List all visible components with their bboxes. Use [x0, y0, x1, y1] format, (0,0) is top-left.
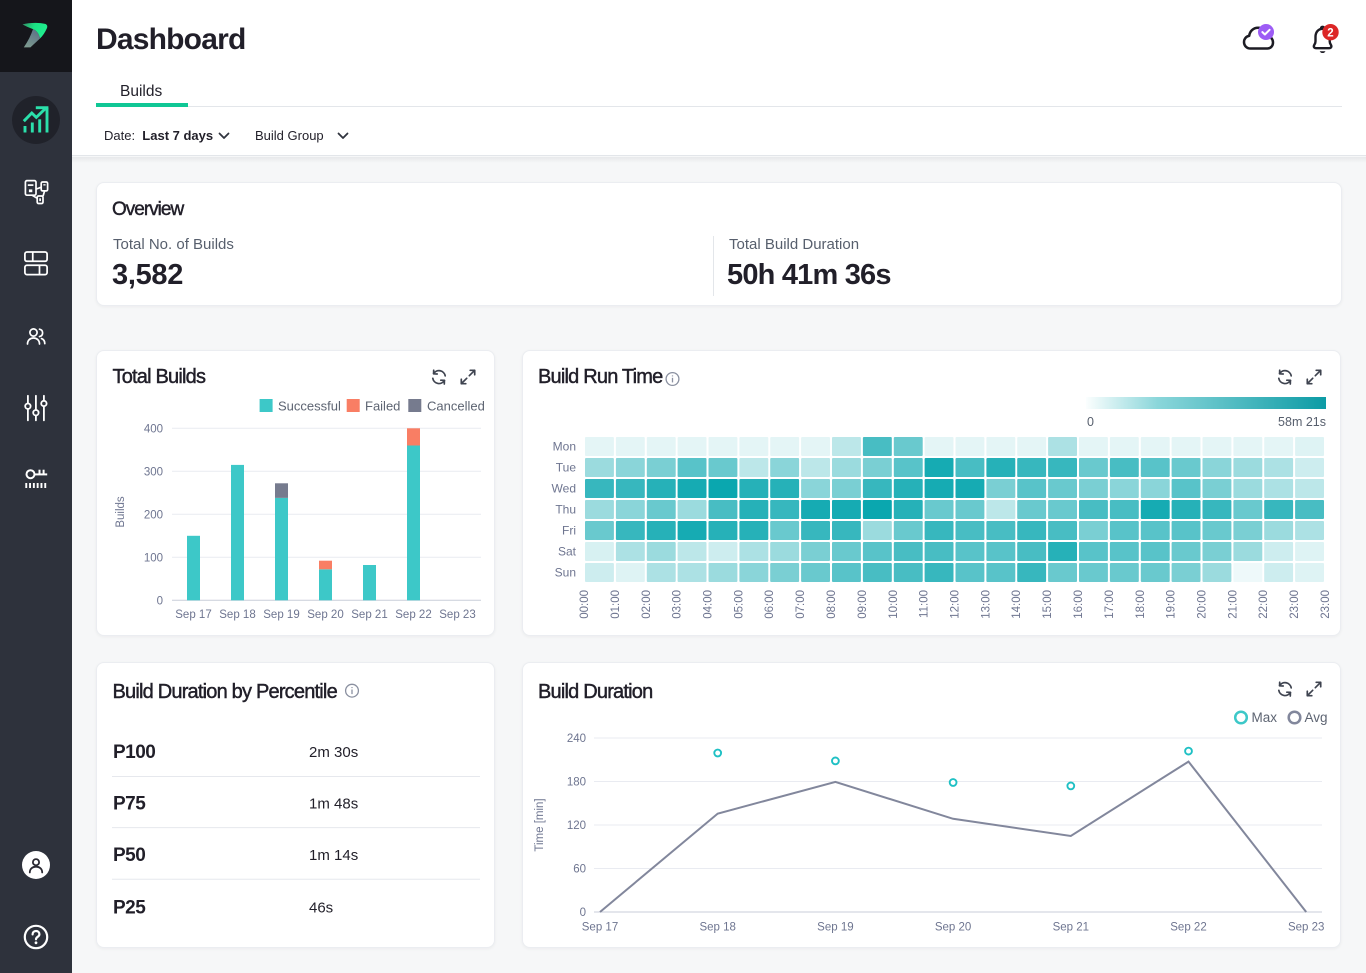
svg-text:Sep 23: Sep 23 — [1288, 922, 1324, 934]
svg-text:03:00: 03:00 — [672, 590, 684, 619]
svg-text:Build Duration by Percentile: Build Duration by Percentile — [113, 681, 338, 703]
svg-text:04:00: 04:00 — [703, 590, 715, 619]
svg-text:13:00: 13:00 — [980, 590, 992, 619]
svg-text:20:00: 20:00 — [1197, 590, 1209, 619]
svg-text:1m 48s: 1m 48s — [309, 796, 358, 813]
svg-text:Max: Max — [1252, 710, 1278, 725]
svg-text:Successful: Successful — [278, 399, 341, 414]
svg-text:0: 0 — [580, 907, 586, 919]
svg-text:Sun: Sun — [555, 566, 576, 580]
svg-text:Sep 20: Sep 20 — [935, 922, 971, 934]
svg-text:P100: P100 — [113, 742, 155, 763]
svg-text:12:00: 12:00 — [950, 590, 962, 619]
svg-text:08:00: 08:00 — [826, 590, 838, 619]
svg-text:17:00: 17:00 — [1104, 590, 1116, 619]
svg-text:14:00: 14:00 — [1011, 590, 1023, 619]
svg-text:0: 0 — [1087, 415, 1094, 429]
svg-text:2: 2 — [1327, 27, 1333, 39]
svg-text:Sep 23: Sep 23 — [439, 609, 475, 621]
svg-text:Time [min]: Time [min] — [534, 798, 546, 851]
svg-text:Wed: Wed — [552, 482, 576, 496]
svg-text:Builds: Builds — [115, 496, 127, 528]
svg-text:09:00: 09:00 — [857, 590, 869, 619]
svg-text:60: 60 — [573, 864, 586, 876]
svg-text:05:00: 05:00 — [733, 590, 745, 619]
svg-text:06:00: 06:00 — [764, 590, 776, 619]
svg-text:Sep 18: Sep 18 — [699, 922, 735, 934]
svg-text:Cancelled: Cancelled — [427, 399, 485, 414]
svg-text:1m 14s: 1m 14s — [309, 847, 358, 864]
svg-text:2m 30s: 2m 30s — [309, 744, 358, 761]
svg-text:Sep 18: Sep 18 — [219, 609, 255, 621]
svg-text:100: 100 — [144, 552, 163, 564]
svg-text:Sep 19: Sep 19 — [263, 609, 299, 621]
svg-text:22:00: 22:00 — [1258, 590, 1270, 619]
svg-text:0: 0 — [157, 595, 163, 607]
svg-text:Tue: Tue — [556, 461, 577, 475]
svg-text:Total Builds: Total Builds — [113, 366, 206, 388]
svg-text:Fri: Fri — [562, 524, 576, 538]
svg-text:Avg: Avg — [1305, 710, 1328, 725]
svg-text:240: 240 — [567, 733, 586, 745]
svg-text:58m 21s: 58m 21s — [1278, 415, 1326, 429]
svg-text:18:00: 18:00 — [1135, 590, 1147, 619]
svg-text:300: 300 — [144, 466, 163, 478]
svg-text:Sep 20: Sep 20 — [307, 609, 343, 621]
svg-text:P50: P50 — [113, 845, 145, 866]
svg-text:Build Duration: Build Duration — [538, 681, 652, 703]
svg-text:15:00: 15:00 — [1042, 590, 1054, 619]
svg-text:19:00: 19:00 — [1166, 590, 1178, 619]
svg-text:P25: P25 — [113, 898, 146, 919]
svg-text:Sep 19: Sep 19 — [817, 922, 853, 934]
svg-text:Thu: Thu — [555, 503, 576, 517]
svg-text:120: 120 — [567, 820, 586, 832]
svg-text:16:00: 16:00 — [1073, 590, 1085, 619]
svg-text:21:00: 21:00 — [1227, 590, 1239, 619]
svg-text:Sep 21: Sep 21 — [1053, 922, 1089, 934]
svg-text:Sep 22: Sep 22 — [1170, 922, 1206, 934]
svg-text:23:00: 23:00 — [1320, 590, 1332, 619]
svg-text:Failed: Failed — [365, 399, 400, 414]
svg-text:00:00: 00:00 — [579, 590, 591, 619]
svg-text:Sep 17: Sep 17 — [582, 922, 618, 934]
svg-text:10:00: 10:00 — [888, 590, 900, 619]
svg-text:46s: 46s — [309, 900, 333, 917]
svg-text:180: 180 — [567, 777, 586, 789]
svg-text:Mon: Mon — [553, 440, 576, 454]
svg-text:Build Run Time: Build Run Time — [538, 366, 663, 388]
svg-text:P75: P75 — [113, 794, 146, 815]
svg-text:23:00: 23:00 — [1289, 590, 1301, 619]
svg-text:Sat: Sat — [558, 545, 577, 559]
svg-text:02:00: 02:00 — [641, 590, 653, 619]
svg-text:01:00: 01:00 — [610, 590, 622, 619]
svg-text:200: 200 — [144, 509, 163, 521]
svg-text:07:00: 07:00 — [795, 590, 807, 619]
svg-text:11:00: 11:00 — [919, 590, 931, 618]
svg-text:Sep 21: Sep 21 — [351, 609, 387, 621]
svg-text:400: 400 — [144, 423, 163, 435]
svg-text:Sep 22: Sep 22 — [395, 609, 431, 621]
svg-text:Sep 17: Sep 17 — [175, 609, 211, 621]
